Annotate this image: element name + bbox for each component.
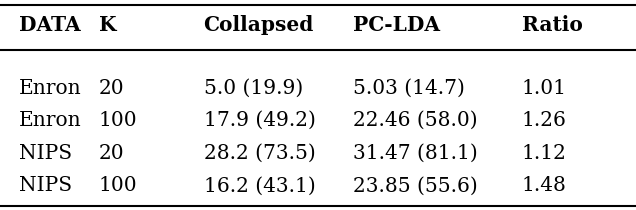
Text: Enron: Enron (19, 111, 81, 130)
Text: 100: 100 (99, 111, 137, 130)
Text: 16.2 (43.1): 16.2 (43.1) (204, 176, 315, 195)
Text: 20: 20 (99, 79, 124, 98)
Text: 28.2 (73.5): 28.2 (73.5) (204, 144, 315, 163)
Text: DATA: DATA (19, 15, 81, 35)
Text: Enron: Enron (19, 79, 81, 98)
Text: Collapsed: Collapsed (204, 15, 314, 35)
Text: 1.48: 1.48 (522, 176, 567, 195)
Text: 5.0 (19.9): 5.0 (19.9) (204, 79, 303, 98)
Text: 20: 20 (99, 144, 124, 163)
Text: NIPS: NIPS (19, 176, 73, 195)
Text: 23.85 (55.6): 23.85 (55.6) (353, 176, 478, 195)
Text: PC-LDA: PC-LDA (353, 15, 440, 35)
Text: 1.26: 1.26 (522, 111, 567, 130)
Text: K: K (99, 15, 116, 35)
Text: NIPS: NIPS (19, 144, 73, 163)
Text: Ratio: Ratio (522, 15, 583, 35)
Text: 17.9 (49.2): 17.9 (49.2) (204, 111, 315, 130)
Text: 1.12: 1.12 (522, 144, 567, 163)
Text: 100: 100 (99, 176, 137, 195)
Text: 22.46 (58.0): 22.46 (58.0) (353, 111, 478, 130)
Text: 1.01: 1.01 (522, 79, 567, 98)
Text: 5.03 (14.7): 5.03 (14.7) (353, 79, 465, 98)
Text: 31.47 (81.1): 31.47 (81.1) (353, 144, 478, 163)
